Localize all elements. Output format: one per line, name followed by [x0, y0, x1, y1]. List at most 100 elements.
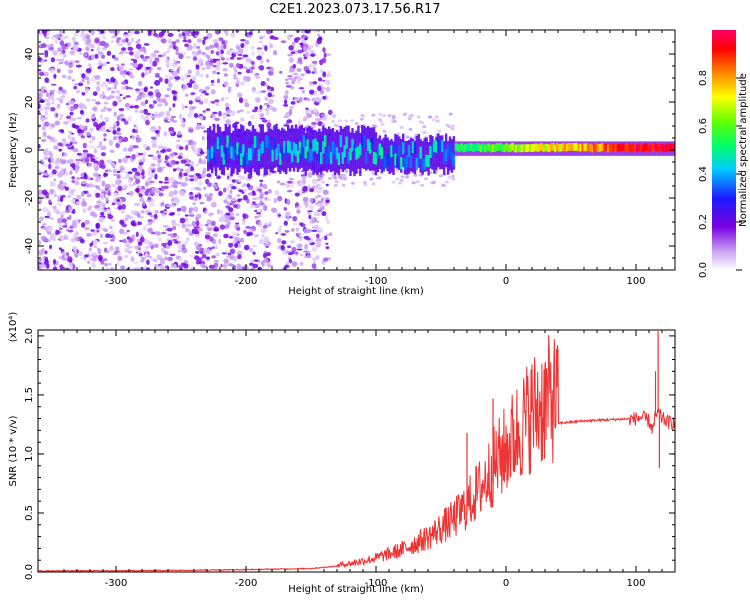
spectrogram-noise-cell [105, 208, 112, 215]
spectrogram-noise-cell [244, 40, 250, 45]
spectrogram-noise-cell [61, 251, 66, 256]
spectrogram-band-cell [560, 143, 563, 152]
spectrogram-noise-cell [171, 159, 176, 165]
spectrogram-noise-cell [171, 41, 177, 44]
spectrogram-noise-cell [131, 234, 136, 238]
spectrogram-band-cell [423, 158, 426, 171]
spectrogram-noise-cell [229, 216, 235, 221]
spectrogram-band-cell [259, 143, 262, 156]
spectrogram-band-halo [341, 128, 344, 172]
spectrogram-noise-cell [135, 175, 142, 178]
spectrogram-noise-cell [85, 98, 91, 102]
spectrogram-noise-cell [148, 154, 154, 157]
spectrogram-noise-cell [147, 91, 154, 96]
spectrogram-noise-cell [255, 76, 261, 79]
spectrogram-noise-cell [264, 191, 269, 195]
spectrogram-noise-cell [295, 227, 299, 232]
spectrogram-noise-cell [158, 180, 163, 184]
spectrogram-noise-cell [140, 236, 145, 243]
spectrogram-noise-cell [240, 39, 246, 42]
spectrogram-noise-cell [313, 63, 317, 66]
spectrogram-noise-cell [237, 71, 242, 75]
spectrogram-noise-cell [212, 58, 217, 64]
spectrogram-noise-cell [68, 158, 74, 164]
spectrogram-noise-cell [201, 253, 207, 259]
spectrogram-noise-cell [205, 256, 211, 260]
spectrogram-noise-cell [118, 65, 125, 72]
spectrogram-band-cell [222, 152, 225, 165]
spectrogram-noise-cell [319, 207, 322, 211]
spectrogram-noise-cell [60, 129, 64, 134]
spectrogram-band-cell [253, 135, 257, 148]
spectrogram-noise-cell [230, 32, 235, 38]
spectrogram-band-cell [433, 140, 436, 153]
spectrogram-noise-cell [267, 85, 271, 90]
spectrogram-noise-cell [198, 193, 202, 200]
spectrogram-noise-cell [141, 92, 146, 99]
spectrogram-band-cell [314, 138, 317, 151]
spectrogram-noise-cell [168, 213, 175, 216]
spectrogram-noise-cell [215, 244, 219, 250]
spectrogram-noise-cell [132, 145, 139, 149]
spectrogram-noise-cell [163, 119, 168, 123]
spectrogram-noise-cell [185, 223, 192, 228]
spectrogram-noise-cell [108, 140, 114, 146]
spectrogram-noise-cell [225, 251, 229, 254]
spectrogram-band-cell [534, 143, 537, 152]
spectrogram-noise-cell [92, 113, 96, 117]
spectrogram-noise-cell [191, 228, 198, 235]
spectrogram-band-cell [585, 143, 588, 151]
spectrogram-noise-cell [42, 132, 47, 138]
spectrogram-noise-cell [48, 163, 52, 170]
spectrogram-noise-cell [181, 223, 186, 229]
spectrogram-noise-cell [252, 259, 259, 262]
spectrogram-band-cell [472, 144, 475, 152]
spectrogram-noise-cell [181, 104, 186, 110]
spectrogram-noise-cell [250, 61, 255, 65]
spectrogram-band-cell [575, 143, 578, 151]
spectrogram-noise-cell [186, 174, 191, 177]
spectrogram-noise-cell [118, 113, 125, 118]
spectrogram-noise-cell [277, 195, 283, 202]
spectrogram-noise-cell [126, 106, 130, 111]
spectrogram-noise-cell [246, 232, 250, 237]
spectrogram-noise-cell [213, 226, 219, 232]
spectrogram-noise-cell [390, 120, 395, 124]
spectrogram-noise-cell [102, 241, 108, 245]
spectrogram-noise-cell [43, 149, 47, 155]
spectrogram-noise-cell [224, 97, 230, 100]
spectrogram-band-halo [244, 130, 247, 174]
spectrogram-noise-cell [235, 224, 240, 228]
spectrogram-band-cell [495, 143, 498, 151]
spectrogram-noise-cell [57, 142, 63, 146]
spectrogram-noise-cell [132, 128, 136, 133]
spectrogram-noise-cell [323, 235, 328, 241]
spectrogram-noise-cell [119, 93, 123, 97]
spectrogram-noise-cell [89, 145, 96, 149]
spectrogram-band-cell [470, 143, 473, 151]
spectrogram-noise-cell [65, 228, 70, 232]
spectrogram-noise-cell [85, 68, 92, 74]
spectrogram-noise-cell [149, 214, 154, 218]
spectrogram-noise-cell [137, 65, 142, 70]
spectrogram-band-cell [347, 151, 350, 164]
spectrogram-noise-cell [195, 62, 201, 65]
spectrogram-noise-cell [153, 243, 159, 249]
spectrogram-noise-cell [55, 113, 59, 118]
spectrogram-noise-cell [223, 258, 230, 264]
spectrogram-noise-cell [112, 267, 117, 270]
spectrogram-noise-cell [285, 121, 289, 126]
spectrogram-noise-cell [202, 39, 206, 45]
spectrogram-noise-cell [266, 59, 270, 63]
spectrogram-band-cell [458, 144, 461, 153]
spectrogram-noise-cell [283, 104, 289, 107]
spectrogram-noise-cell [308, 214, 312, 220]
spectrogram-band-cell [405, 155, 409, 168]
spectrogram-band-cell [212, 151, 216, 164]
spectrogram-band-cell [285, 146, 288, 159]
spectrogram-noise-cell [230, 113, 236, 117]
spectrogram-noise-cell [69, 50, 76, 56]
spectrogram-band-halo [279, 130, 282, 174]
spectrogram-noise-cell [58, 61, 64, 65]
snr-y-ticks: 0.00.51.01.52.0 [24, 328, 675, 580]
